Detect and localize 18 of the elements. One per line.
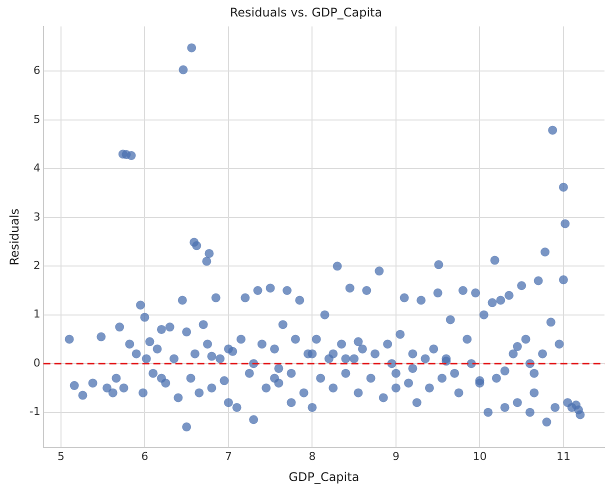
x-tick-label: 5	[57, 450, 64, 463]
x-tick-label: 6	[141, 450, 148, 463]
y-tick-label: 6	[33, 64, 40, 78]
y-tick-label: 1	[33, 308, 40, 321]
y-tick-label: 3	[33, 210, 40, 224]
y-tick-label: 2	[33, 258, 40, 272]
x-tick-label: 11	[556, 450, 570, 463]
x-axis-title: GDP_Capita	[288, 470, 360, 484]
x-tick-label: 9	[392, 450, 400, 463]
y-tick-label: 0	[33, 356, 40, 370]
y-tick-label: 4	[33, 162, 40, 175]
chart-title: Residuals vs. GDP_Capita	[230, 5, 382, 20]
y-tick-label: -1	[29, 405, 40, 418]
y-axis-title: Residuals	[7, 208, 22, 266]
x-tick-label: 10	[472, 450, 487, 463]
x-tick-label: 8	[308, 450, 316, 463]
x-tick-label: 7	[224, 450, 232, 463]
y-tick-label: 5	[33, 112, 40, 126]
